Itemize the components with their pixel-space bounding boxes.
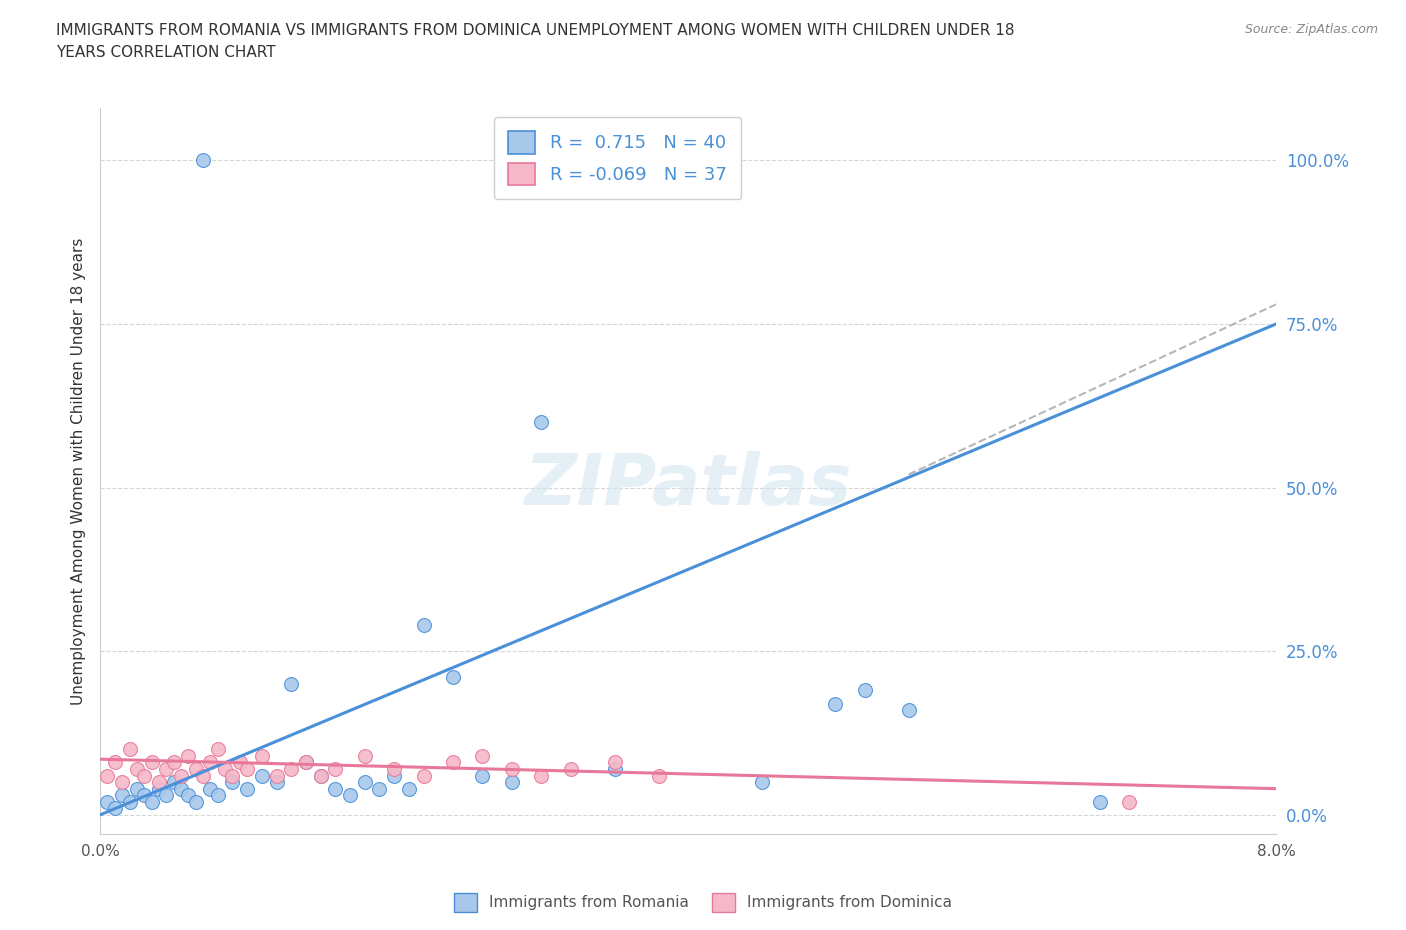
Point — [250, 768, 273, 783]
Point — [339, 788, 361, 803]
Point — [118, 794, 141, 809]
Point — [648, 768, 671, 783]
Point — [104, 801, 127, 816]
Point — [184, 762, 207, 777]
Point — [353, 749, 375, 764]
Point — [177, 749, 200, 764]
Point — [236, 781, 259, 796]
Point — [441, 670, 464, 684]
Point — [250, 749, 273, 764]
Text: Source: ZipAtlas.com: Source: ZipAtlas.com — [1244, 23, 1378, 36]
Point — [603, 762, 626, 777]
Point — [530, 768, 553, 783]
Point — [155, 788, 177, 803]
Point — [229, 755, 252, 770]
Point — [412, 618, 434, 632]
Point — [155, 762, 177, 777]
Point — [530, 415, 553, 430]
Point — [207, 788, 229, 803]
Point — [441, 755, 464, 770]
Point — [266, 768, 288, 783]
Point — [323, 762, 346, 777]
Point — [368, 781, 391, 796]
Point — [118, 742, 141, 757]
Point — [111, 788, 134, 803]
Point — [125, 781, 148, 796]
Point — [191, 153, 214, 167]
Y-axis label: Unemployment Among Women with Children Under 18 years: Unemployment Among Women with Children U… — [72, 237, 86, 705]
Point — [323, 781, 346, 796]
Point — [177, 788, 200, 803]
Point — [111, 775, 134, 790]
Point — [170, 768, 193, 783]
Point — [141, 755, 163, 770]
Point — [501, 775, 523, 790]
Point — [148, 775, 170, 790]
Point — [309, 768, 332, 783]
Point — [398, 781, 420, 796]
Point — [382, 762, 405, 777]
Point — [200, 781, 222, 796]
Point — [134, 788, 156, 803]
Point — [280, 762, 302, 777]
Point — [134, 768, 156, 783]
Point — [824, 697, 846, 711]
Point — [897, 703, 920, 718]
Point — [751, 775, 773, 790]
Point — [471, 768, 494, 783]
Point — [603, 755, 626, 770]
Point — [207, 742, 229, 757]
Text: IMMIGRANTS FROM ROMANIA VS IMMIGRANTS FROM DOMINICA UNEMPLOYMENT AMONG WOMEN WIT: IMMIGRANTS FROM ROMANIA VS IMMIGRANTS FR… — [56, 23, 1015, 60]
Point — [96, 794, 118, 809]
Point — [214, 762, 236, 777]
Point — [104, 755, 127, 770]
Legend: R =  0.715   N = 40, R = -0.069   N = 37: R = 0.715 N = 40, R = -0.069 N = 37 — [494, 117, 741, 199]
Point — [221, 768, 243, 783]
Point — [1118, 794, 1140, 809]
Point — [853, 683, 876, 698]
Point — [200, 755, 222, 770]
Point — [125, 762, 148, 777]
Point — [170, 781, 193, 796]
Point — [162, 775, 184, 790]
Point — [295, 755, 318, 770]
Legend: Immigrants from Romania, Immigrants from Dominica: Immigrants from Romania, Immigrants from… — [449, 887, 957, 918]
Point — [412, 768, 434, 783]
Point — [184, 794, 207, 809]
Text: ZIPatlas: ZIPatlas — [524, 451, 852, 520]
Point — [560, 762, 582, 777]
Point — [96, 768, 118, 783]
Point — [1088, 794, 1111, 809]
Point — [141, 794, 163, 809]
Point — [148, 781, 170, 796]
Point — [501, 762, 523, 777]
Point — [221, 775, 243, 790]
Point — [191, 768, 214, 783]
Point — [295, 755, 318, 770]
Point — [280, 676, 302, 691]
Point — [471, 749, 494, 764]
Point — [266, 775, 288, 790]
Point — [353, 775, 375, 790]
Point — [309, 768, 332, 783]
Point — [162, 755, 184, 770]
Point — [382, 768, 405, 783]
Point — [236, 762, 259, 777]
